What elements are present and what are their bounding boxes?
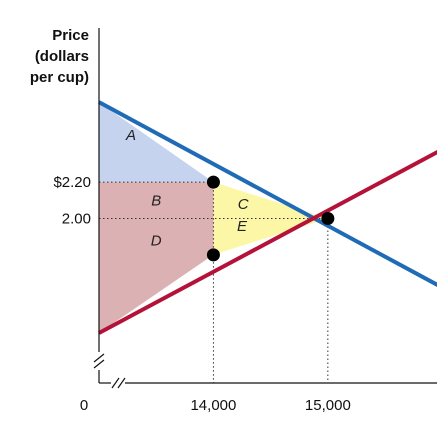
x-axis-break [111,377,126,389]
region-label-c: C [238,196,249,213]
region-label-d: D [151,232,162,249]
dotted-guides [99,181,329,383]
region-e [213,218,328,255]
demand-curve [98,100,437,287]
origin-label: 0 [80,397,88,414]
shaded-regions [99,102,328,333]
point-1 [206,175,220,189]
region-a [99,102,214,183]
region-d [99,218,214,333]
y-axis-label-line-2: (dollars [35,48,89,65]
y-tick-label: 2.00 [62,210,91,227]
region-c [213,182,328,219]
points [206,175,335,262]
y-axis-label-line-1: Price [52,27,89,44]
region-label-a: A [125,127,136,144]
axes [93,28,437,389]
y-axis-label-line-3: per cup) [30,69,89,86]
y-axis-break [93,353,105,369]
curves [98,100,437,335]
region-b [99,182,214,219]
labels: Price (dollars per cup) 0 $2.20 2.00 14,00… [30,27,351,414]
region-label-b: B [151,192,161,209]
y-tick-label: $2.20 [53,174,91,191]
supply-curve [98,149,437,335]
region-label-e: E [237,218,248,235]
point-2 [321,211,335,225]
x-tick-label: 15,000 [305,397,351,414]
point-3 [206,248,220,262]
x-tick-label: 14,000 [190,397,236,414]
